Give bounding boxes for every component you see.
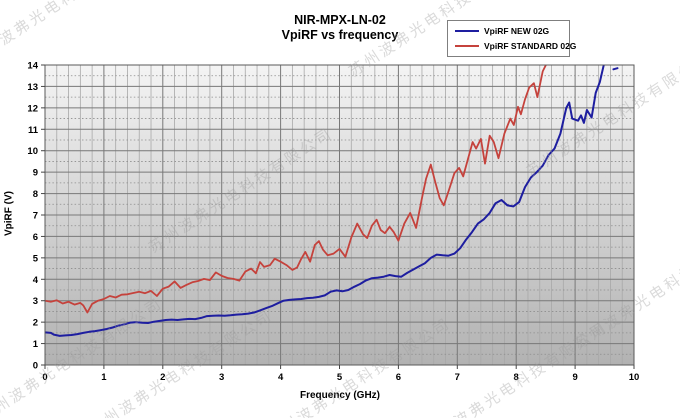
x-tick-label: 6: [396, 372, 401, 383]
x-tick-label: 3: [219, 372, 224, 383]
y-tick-label: 13: [27, 82, 38, 93]
y-tick-label: 0: [33, 361, 38, 372]
y-tick-label: 10: [27, 146, 38, 157]
y-tick-label: 7: [33, 211, 38, 222]
x-tick-label: 9: [572, 372, 577, 383]
series-line-new: [45, 65, 605, 337]
y-tick-label: 12: [27, 103, 38, 114]
x-tick-label: 5: [337, 372, 343, 383]
legend-swatch-new: [455, 29, 479, 32]
x-tick-label: 10: [629, 372, 640, 383]
y-axis-title: VpiRF (V): [3, 191, 15, 236]
x-tick-label: 2: [160, 372, 165, 383]
y-tick-label: 1: [33, 339, 39, 350]
legend-item-new: VpiRF NEW 02G: [448, 24, 569, 38]
y-tick-label: 8: [33, 189, 38, 200]
x-tick-label: 8: [514, 372, 519, 383]
y-tick-label: 14: [27, 61, 38, 72]
x-tick-label: 1: [101, 372, 107, 383]
chart-title-line1: NIR-MPX-LN-02: [294, 13, 386, 27]
legend-swatch-standard: [455, 45, 479, 48]
chart-title: NIR-MPX-LN-02 VpiRF vs frequency: [170, 13, 510, 43]
y-tick-label: 11: [28, 125, 39, 136]
legend-label-standard: VpiRF STANDARD 02G: [484, 41, 577, 52]
y-tick-label: 5: [33, 253, 39, 264]
x-tick-label: 7: [455, 372, 460, 383]
series-line-new: [612, 67, 619, 71]
x-axis-title: Frequency (GHz): [299, 390, 380, 401]
chart-title-line2: VpiRF vs frequency: [281, 28, 399, 42]
legend-item-standard: VpiRF STANDARD 02G: [448, 39, 576, 53]
y-tick-label: 9: [33, 168, 38, 179]
legend-label-new: VpiRF NEW 02G: [484, 25, 550, 36]
legend: VpiRF NEW 02G VpiRF STANDARD 02G: [447, 20, 576, 57]
y-tick-label: 4: [33, 275, 39, 286]
series-line-standard: [45, 65, 547, 314]
x-tick-label: 0: [42, 372, 47, 383]
x-tick-label: 4: [278, 372, 284, 383]
y-tick-label: 3: [33, 296, 38, 307]
y-tick-label: 6: [33, 232, 38, 243]
y-tick-label: 2: [33, 318, 38, 329]
